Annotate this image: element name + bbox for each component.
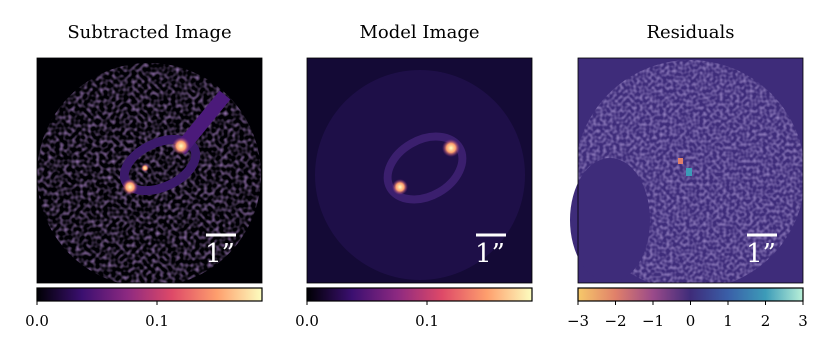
colorbar (306, 287, 533, 302)
colorbar-tick-label: −2 (604, 312, 626, 330)
image-model (307, 58, 532, 283)
colorbar-tick-label: 1 (723, 312, 733, 330)
panel-title: Residuals (646, 22, 734, 43)
colorbar-tick-label: 0 (686, 312, 696, 330)
image-residuals (570, 58, 803, 283)
panel-title: Model Image (359, 22, 479, 43)
colorbar (36, 287, 263, 302)
colorbar-tick-label: −1 (642, 312, 664, 330)
colorbar-tick-label: 0.1 (415, 312, 439, 330)
colorbar-tick-label: 2 (761, 312, 771, 330)
colorbar-tick-label: 0.0 (295, 312, 319, 330)
image-frame (306, 57, 533, 284)
image-frame (36, 57, 263, 284)
scale-bar-label: 1” (746, 239, 776, 269)
image-frame (577, 57, 804, 284)
colorbar-tick-label: 3 (798, 312, 808, 330)
scale-bar-label: 1” (205, 239, 235, 269)
colorbar (577, 287, 804, 302)
panel-title: Subtracted Image (67, 22, 231, 43)
colorbar-tick-label: −3 (567, 312, 589, 330)
image-subtracted (37, 58, 262, 283)
scale-bar-label: 1” (475, 239, 505, 269)
colorbar-tick-label: 0.0 (25, 312, 49, 330)
colorbar-tick-label: 0.1 (145, 312, 169, 330)
